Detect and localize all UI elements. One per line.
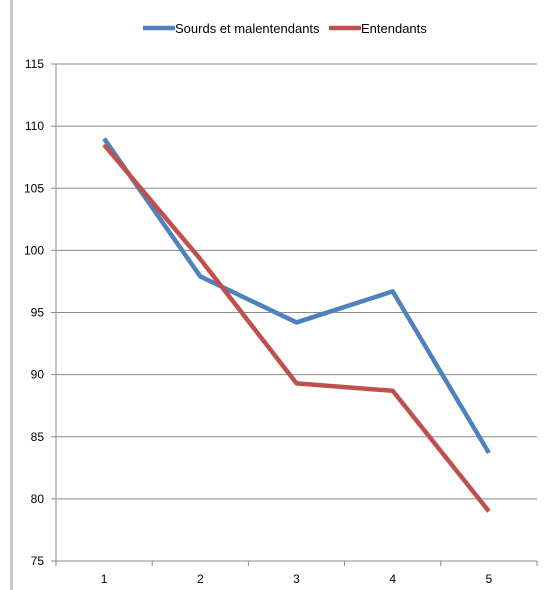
y-tick-label: 110 [25,119,44,133]
y-tick-label: 75 [31,554,45,568]
x-tick-label: 1 [101,572,108,586]
y-tick-label: 80 [31,492,45,506]
x-tick-label: 5 [486,572,493,586]
x-tick-label: 4 [389,572,396,586]
y-tick-label: 95 [31,306,45,320]
y-tick-label: 115 [25,57,44,71]
frame-edge [10,0,13,590]
legend: Sourds et malentendants Entendants [143,21,427,36]
legend-label-1: Sourds et malentendants [175,21,320,36]
y-tick-label: 105 [24,181,44,195]
y-tick-label: 100 [24,243,44,257]
y-tick-label: 90 [31,368,45,382]
series-line-2 [102,143,491,513]
axis-layer: 75 80 85 90 95 100 105 110 115 1 2 3 4 5 [24,57,538,586]
x-tick-label: 2 [197,572,204,586]
series-line-1 [102,137,491,455]
grid-layer [56,63,537,500]
series-layer [102,137,491,513]
x-tick-label: 3 [293,572,300,586]
legend-label-2: Entendants [361,21,427,36]
y-tick-label: 85 [31,430,45,444]
